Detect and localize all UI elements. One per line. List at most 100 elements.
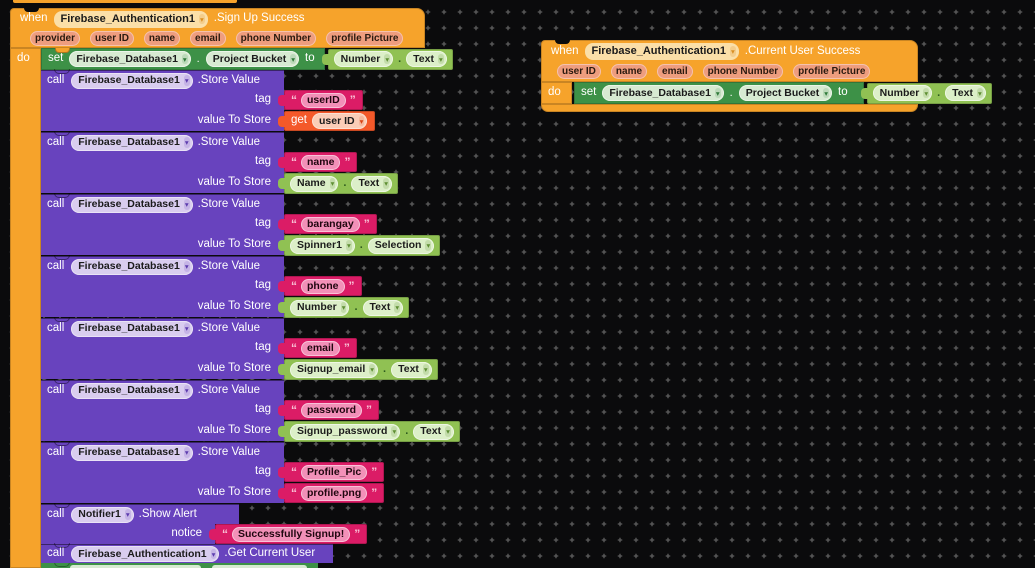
text-block[interactable]: “ barangay ”	[278, 214, 377, 234]
call-store-value-block[interactable]: call Firebase_Database1 .Store Value tag…	[41, 193, 441, 256]
component-dropdown[interactable]: Firebase_Authentication1	[71, 546, 220, 562]
text-block[interactable]: “ Profile_Pic ”	[278, 462, 385, 482]
property-getter-block[interactable]: Number . Text	[321, 48, 453, 70]
call-store-value-block[interactable]: call Firebase_Database1 .Store Value tag…	[41, 69, 376, 132]
clipped-block-top[interactable]	[13, 0, 237, 3]
component-dropdown[interactable]: Signup_password	[290, 423, 401, 440]
event-param[interactable]: phone Number	[235, 30, 317, 46]
set-block-body[interactable]: set Firebase_Database1 . Project Bucket …	[41, 48, 325, 70]
text-field[interactable]: email	[301, 340, 340, 356]
block-row[interactable]: value To Store	[41, 234, 284, 255]
property-dropdown[interactable]: Text	[945, 85, 986, 101]
text-block[interactable]: “ phone ”	[278, 276, 362, 296]
property-dropdown[interactable]: Text	[406, 51, 447, 67]
text-field[interactable]: barangay	[301, 216, 360, 232]
call-store-value-block[interactable]: call Firebase_Database1 .Store Value tag…	[41, 255, 410, 318]
block-row[interactable]: value To Store	[41, 482, 284, 503]
event-block-current-user-success[interactable]: when Firebase_Authentication1 .Current U…	[541, 40, 992, 112]
text-block[interactable]: “ profile.png ”	[278, 483, 385, 503]
block-row[interactable]: tag	[41, 152, 284, 172]
block-row[interactable]: value To Store	[41, 420, 284, 441]
text-block[interactable]: “ email ”	[278, 338, 357, 358]
call-store-value-block[interactable]: call Firebase_Database1 .Store Value tag…	[41, 317, 438, 380]
property-dropdown[interactable]: Project Bucket	[738, 85, 833, 101]
call-store-value-block[interactable]: call Firebase_Database1 .Store Value tag…	[41, 379, 460, 442]
block-row[interactable]: call Firebase_Database1 .Store Value	[41, 194, 284, 214]
set-property-block[interactable]: set Firebase_Database1 . Project Bucket …	[572, 82, 992, 104]
component-dropdown[interactable]: Notifier1	[71, 506, 134, 523]
property-getter-block[interactable]: Signup_password . Text	[278, 421, 460, 442]
text-field[interactable]: Successfully Signup!	[232, 526, 351, 542]
event-block-top[interactable]: when Firebase_Authentication1 .Current U…	[541, 40, 918, 82]
component-dropdown[interactable]: Firebase_Authentication1	[584, 43, 739, 60]
property-dropdown[interactable]: Project Bucket	[205, 51, 300, 67]
event-param[interactable]: name	[610, 64, 648, 79]
component-dropdown[interactable]: Firebase_Database1	[602, 85, 724, 101]
block-row[interactable]: tag	[41, 90, 284, 110]
event-param[interactable]: name	[143, 30, 181, 46]
property-dropdown[interactable]: Selection	[367, 237, 435, 254]
property-getter-block[interactable]: Number . Text	[278, 297, 410, 318]
call-store-value-block[interactable]: call Firebase_Database1 .Store Value tag…	[41, 441, 385, 504]
clipped-block-bottom[interactable]	[41, 563, 318, 568]
set-block-body[interactable]: set Firebase_Database1 . Project Bucket …	[574, 82, 864, 104]
component-dropdown[interactable]: Firebase_Database1	[71, 320, 193, 337]
text-field[interactable]: Profile_Pic	[301, 464, 368, 480]
property-getter-block[interactable]: Spinner1 . Selection	[278, 235, 441, 256]
component-dropdown[interactable]: Number	[872, 85, 933, 101]
component-dropdown[interactable]: Spinner1	[290, 237, 355, 254]
text-field[interactable]: profile.png	[301, 485, 368, 501]
text-field[interactable]: userID	[301, 92, 346, 108]
text-block[interactable]: “ password ”	[278, 400, 380, 420]
property-getter-block[interactable]: Signup_email . Text	[278, 359, 438, 380]
property-dropdown[interactable]: Text	[351, 175, 393, 192]
block-row[interactable]: call Notifier1 .Show Alert	[41, 504, 239, 524]
block-row[interactable]: call Firebase_Database1 .Store Value	[41, 132, 284, 152]
component-dropdown[interactable]: Name	[290, 175, 339, 192]
text-field[interactable]: phone	[301, 278, 345, 294]
block-row[interactable]: call Firebase_Authentication1 .Get Curre…	[41, 544, 333, 563]
property-dropdown[interactable]: Text	[413, 423, 454, 440]
component-dropdown[interactable]: Firebase_Database1	[71, 258, 193, 275]
property-dropdown[interactable]: Text	[362, 299, 404, 316]
component-dropdown[interactable]: Firebase_Database1	[71, 444, 193, 461]
block-row[interactable]: notice	[41, 524, 215, 544]
variable-dropdown[interactable]: user ID	[312, 113, 368, 129]
block-row[interactable]: tag	[41, 214, 284, 234]
block-row[interactable]: tag	[41, 276, 284, 296]
block-row[interactable]: call Firebase_Database1 .Store Value	[41, 70, 284, 90]
block-row[interactable]: tag	[41, 400, 284, 420]
block-row[interactable]: value To Store	[41, 172, 284, 193]
event-param[interactable]: phone Number	[702, 64, 784, 79]
call-store-value-block[interactable]: call Firebase_Database1 .Store Value tag…	[41, 131, 399, 194]
component-dropdown[interactable]: Signup_email	[290, 361, 379, 378]
block-row[interactable]: value To Store	[41, 296, 284, 317]
event-block-top[interactable]: when Firebase_Authentication1 .Sign Up S…	[10, 8, 425, 48]
text-block[interactable]: “ Successfully Signup! ”	[209, 524, 368, 544]
component-dropdown[interactable]: Number	[333, 51, 394, 67]
component-dropdown[interactable]: Firebase_Database1	[71, 134, 193, 151]
text-field[interactable]: password	[301, 402, 363, 418]
text-block[interactable]: “ name ”	[278, 152, 358, 172]
event-param[interactable]: user ID	[90, 30, 134, 46]
block-row[interactable]: call Firebase_Database1 .Store Value	[41, 380, 284, 400]
event-param[interactable]: email	[657, 64, 693, 79]
event-param[interactable]: user ID	[557, 64, 601, 79]
call-get-current-user-block[interactable]: call Firebase_Authentication1 .Get Curre…	[41, 543, 333, 563]
component-dropdown[interactable]: Firebase_Authentication1	[53, 10, 208, 28]
block-row[interactable]: value To Store	[41, 358, 284, 379]
component-dropdown[interactable]: Firebase_Database1	[71, 382, 193, 399]
property-dropdown[interactable]: Text	[391, 361, 432, 378]
property-getter-block[interactable]: Name . Text	[278, 173, 399, 194]
text-field[interactable]: name	[301, 154, 341, 170]
event-param[interactable]: email	[190, 30, 226, 46]
set-property-block[interactable]: set Firebase_Database1 . Project Bucket …	[41, 48, 453, 70]
text-block[interactable]: “ userID ”	[278, 90, 363, 110]
property-getter-block[interactable]: Number . Text	[860, 82, 992, 104]
event-param[interactable]: profile Picture	[793, 64, 871, 79]
block-row[interactable]: call Firebase_Database1 .Store Value	[41, 256, 284, 276]
component-dropdown[interactable]: Firebase_Database1	[71, 196, 193, 213]
component-dropdown[interactable]: Firebase_Database1	[71, 72, 193, 89]
block-row[interactable]: tag	[41, 462, 284, 482]
